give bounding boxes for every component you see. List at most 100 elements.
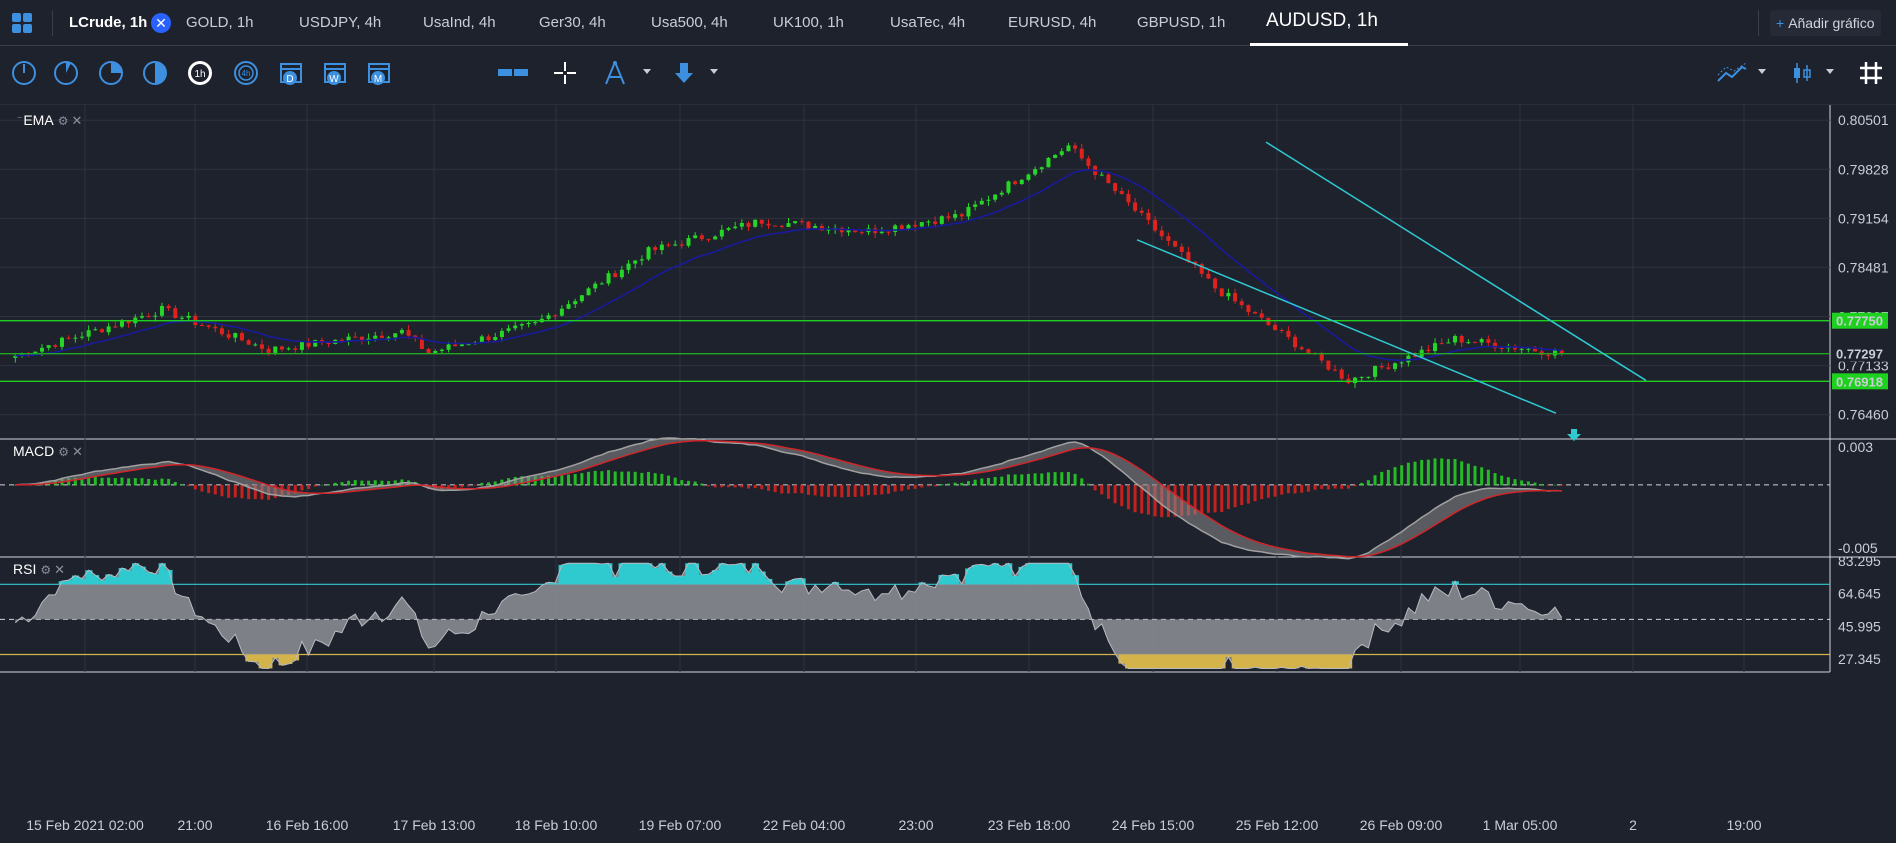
close-tab-icon[interactable]: ✕ [151, 13, 171, 33]
candle-body [973, 204, 978, 207]
tab-ger30-4h[interactable]: Ger30, 4h [539, 14, 606, 31]
macd-histogram-bar [120, 477, 124, 486]
chart-area[interactable]: 0.805010.798280.791540.784810.778070.771… [0, 104, 1896, 843]
gear-icon[interactable]: ⚙ [57, 114, 69, 128]
candle-body [346, 336, 351, 341]
chart-type-candles-icon[interactable] [1788, 59, 1816, 87]
chevron-down-icon[interactable] [710, 69, 718, 74]
tab-audusd-1h[interactable]: AUDUSD, 1h [1250, 0, 1408, 46]
tab-usatec-4h[interactable]: UsaTec, 4h [890, 14, 966, 31]
rsi-overbought-fill [98, 580, 106, 585]
rsi-oversold-fill [1238, 654, 1246, 669]
macd-histogram-bar [1213, 484, 1217, 513]
macd-histogram-bar [926, 484, 930, 487]
price-axis-label: 0.79828 [1838, 161, 1889, 177]
timeframe-1h-icon[interactable]: 1h [186, 59, 214, 87]
chevron-down-icon[interactable] [1826, 69, 1834, 74]
time-axis-label: 1 Mar 05:00 [1483, 817, 1558, 833]
candle-body [1166, 236, 1171, 241]
timeframe-30m-icon[interactable] [141, 59, 169, 87]
crosshair-icon[interactable] [551, 59, 579, 87]
candle-body [153, 315, 158, 317]
candle-body [599, 283, 604, 285]
gear-icon[interactable]: ⚙ [40, 563, 52, 577]
rsi-oversold-fill [1245, 654, 1253, 669]
collapse-icon[interactable]: ‾ [18, 117, 22, 128]
tab-usdjpy-4h[interactable]: USDJPY, 4h [299, 14, 382, 31]
chevron-down-icon[interactable] [1758, 69, 1766, 74]
macd-histogram-bar [806, 484, 810, 495]
macd-histogram-bar [200, 484, 204, 492]
apps-grid-icon[interactable] [12, 13, 32, 33]
chevron-down-icon[interactable] [643, 69, 651, 74]
timeframe-weekly-icon[interactable]: W [322, 59, 350, 87]
macd-histogram-bar [980, 478, 984, 486]
macd-histogram-bar [1380, 471, 1384, 486]
candle-body [73, 337, 78, 339]
grid-toggle-icon[interactable] [1857, 59, 1885, 87]
time-axis-label: 22 Feb 04:00 [763, 817, 846, 833]
candle-body [326, 342, 331, 344]
macd-histogram-bar [1100, 484, 1104, 495]
rsi-oversold-fill [258, 654, 266, 669]
macd-histogram-bar [960, 482, 964, 486]
candle-body [519, 324, 524, 326]
timeframe-monthly-icon[interactable]: M [366, 59, 394, 87]
macd-histogram-bar [1280, 484, 1284, 495]
candle-body [886, 231, 891, 233]
macd-histogram-bar [373, 480, 377, 486]
add-chart-button[interactable]: + Añadir gráfico [1770, 10, 1881, 36]
rsi-overbought-fill [1031, 563, 1039, 585]
candle-body [499, 330, 504, 337]
tab-lcrude-1h[interactable]: LCrude, 1h [69, 14, 148, 31]
candle-body [593, 283, 598, 289]
tab-usa500-4h[interactable]: Usa500, 4h [651, 14, 728, 31]
timeframe-15m-icon[interactable] [97, 59, 125, 87]
rsi-overbought-fill [758, 571, 766, 585]
rsi-oversold-fill [1318, 654, 1326, 669]
drawing-tools-icon[interactable] [601, 59, 629, 87]
macd-histogram-bar [347, 480, 351, 486]
macd-histogram-bar [1313, 484, 1317, 490]
timeframe-daily-icon[interactable]: D [278, 59, 306, 87]
rsi-overbought-fill [718, 563, 726, 585]
candle-body [399, 330, 404, 334]
rsi-axis-label: 64.645 [1838, 586, 1881, 602]
close-icon[interactable]: ✕ [54, 562, 66, 577]
tab-uk100-1h[interactable]: UK100, 1h [773, 14, 844, 31]
macd-histogram-bar [113, 478, 117, 486]
candle-body [666, 244, 671, 246]
tab-gbpusd-1h[interactable]: GBPUSD, 1h [1137, 14, 1226, 31]
candle-body [606, 273, 611, 284]
price-marker [1832, 373, 1888, 390]
download-icon[interactable] [670, 59, 698, 87]
candle-body [1139, 210, 1144, 213]
timeframe-4h-icon[interactable]: 4h [232, 59, 260, 87]
candle-body [853, 230, 858, 233]
rsi-overbought-fill [691, 563, 700, 585]
close-icon[interactable]: ✕ [71, 113, 83, 128]
macd-histogram-bar [1493, 473, 1497, 486]
scroll-range-icon[interactable] [496, 59, 530, 87]
candle-body [1459, 336, 1464, 343]
tab-usaind-4h[interactable]: UsaInd, 4h [423, 14, 496, 31]
candle-body [433, 351, 438, 354]
candle-body [579, 295, 584, 302]
close-icon[interactable]: ✕ [72, 444, 83, 459]
rsi-overbought-fill [1071, 575, 1079, 585]
rsi-oversold-fill [1205, 654, 1213, 669]
candle-body [773, 225, 778, 227]
gear-icon[interactable]: ⚙ [58, 445, 69, 459]
macd-histogram-bar [1526, 481, 1530, 486]
tab-gold-1h[interactable]: GOLD, 1h [186, 14, 254, 31]
macd-histogram-bar [320, 484, 324, 486]
rsi-overbought-fill [1038, 563, 1046, 585]
timeframe-5m-icon[interactable] [52, 59, 80, 87]
chart-canvas[interactable]: 0.805010.798280.791540.784810.778070.771… [0, 105, 1896, 843]
tab-eurusd-4h[interactable]: EURUSD, 4h [1008, 14, 1097, 31]
rsi-overbought-fill [151, 574, 160, 585]
candle-body [259, 344, 264, 349]
indicators-icon[interactable] [1716, 59, 1748, 87]
rsi-overbought-fill [571, 563, 580, 585]
timeframe-1m-icon[interactable] [10, 59, 38, 87]
